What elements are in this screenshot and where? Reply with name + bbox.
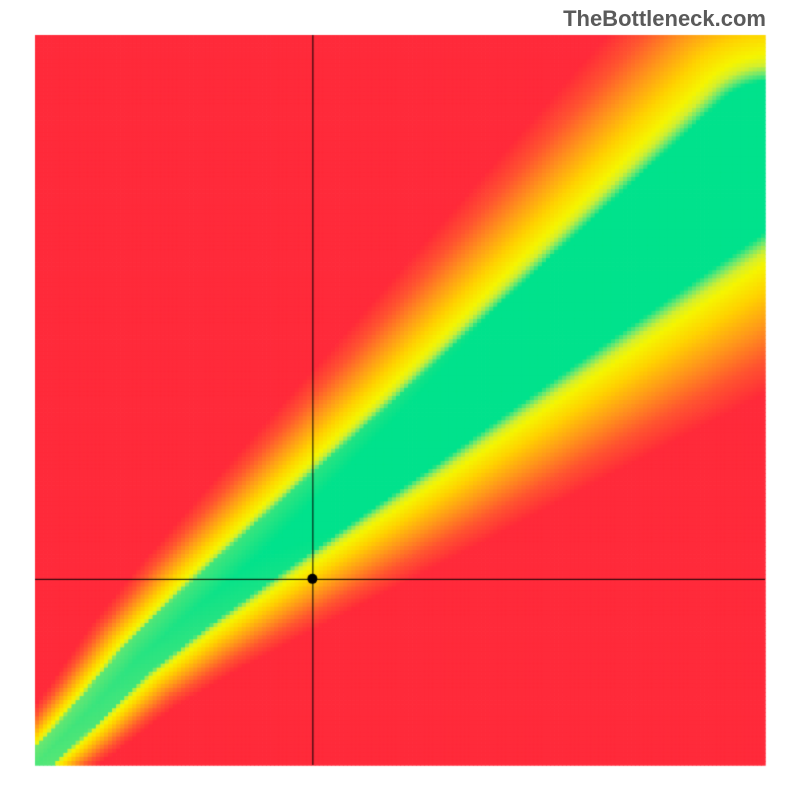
chart-container: TheBottleneck.com xyxy=(0,0,800,800)
bottleneck-heatmap xyxy=(0,0,800,800)
watermark-text: TheBottleneck.com xyxy=(563,6,766,32)
